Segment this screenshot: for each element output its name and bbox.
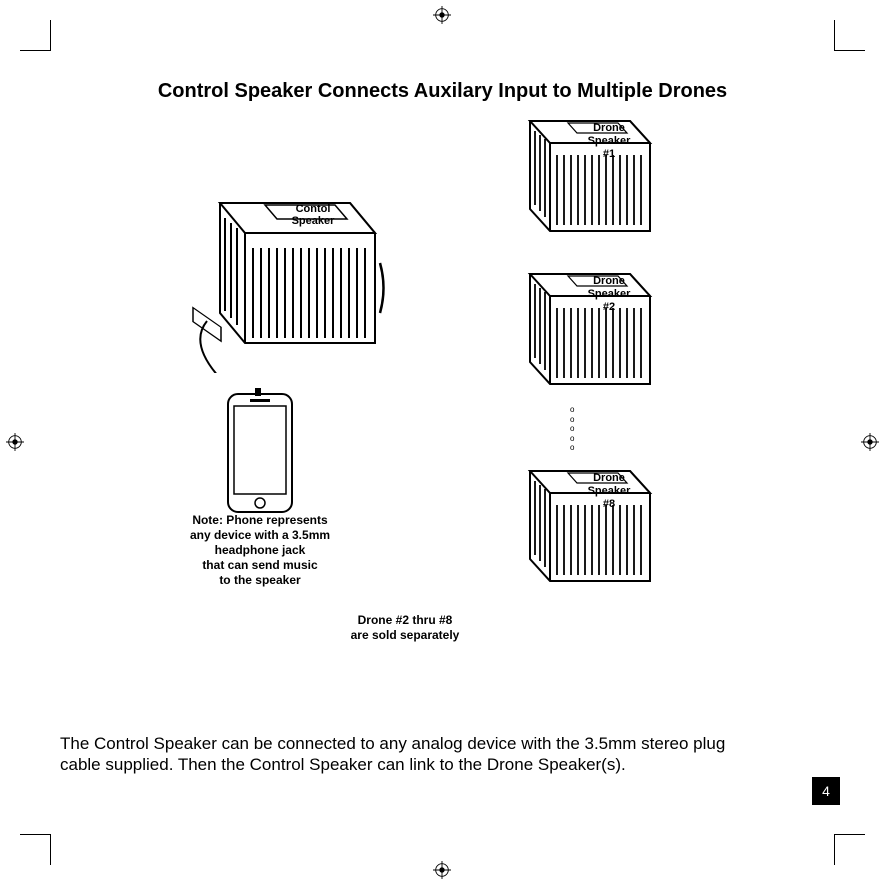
drone-1-label: Drone Speaker #1 [579, 122, 639, 162]
crop-mark-bl [20, 834, 51, 865]
registration-mark-top [433, 6, 451, 24]
drone-2-label: Drone Speaker #2 [579, 275, 639, 315]
page-number: 4 [812, 777, 840, 805]
registration-mark-left [6, 433, 24, 451]
crop-mark-tl [20, 20, 51, 51]
phone-icon [220, 388, 300, 523]
control-speaker-label: Contol Speaker [283, 203, 343, 227]
ellipsis-dots: ooooo [570, 405, 574, 453]
crop-mark-br [834, 834, 865, 865]
crop-mark-tr [834, 20, 865, 51]
footer-description: The Control Speaker can be connected to … [60, 733, 760, 776]
phone-note: Note: Phone represents any device with a… [150, 513, 370, 588]
page-title: Control Speaker Connects Auxilary Input … [60, 80, 825, 103]
sold-separately-note: Drone #2 thru #8 are sold separately [315, 613, 495, 643]
registration-mark-right [861, 433, 879, 451]
control-speaker-icon [165, 193, 385, 378]
registration-mark-bottom [433, 861, 451, 879]
page-content: Control Speaker Connects Auxilary Input … [60, 60, 825, 825]
connection-diagram: Contol Speaker Note: Phone represents an… [60, 113, 825, 673]
drone-8-label: Drone Speaker #8 [579, 472, 639, 512]
